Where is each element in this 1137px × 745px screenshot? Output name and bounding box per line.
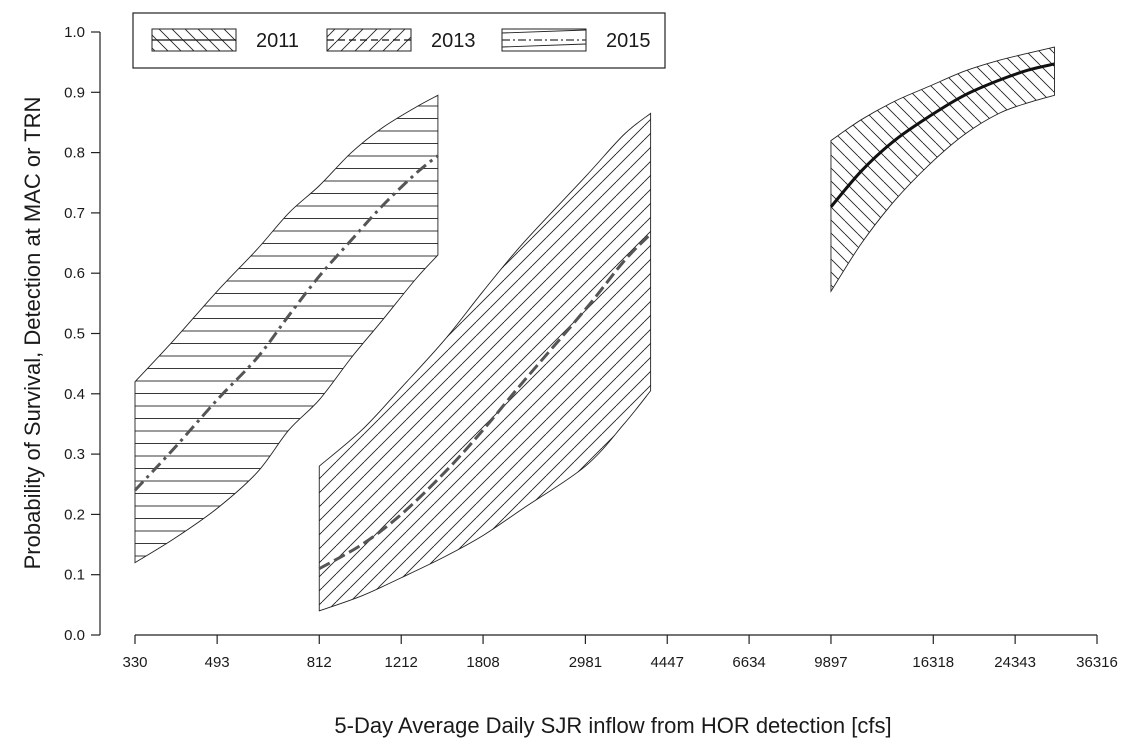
- x-tick-label: 493: [205, 654, 230, 671]
- x-tick-label: 9897: [814, 654, 847, 671]
- x-tick-label: 36316: [1076, 654, 1118, 671]
- x-tick-label: 16318: [912, 654, 954, 671]
- y-axis-title: Probability of Survival, Detection at MA…: [20, 97, 45, 570]
- x-tick-label: 812: [307, 654, 332, 671]
- confidence-band-2013: [318, 112, 652, 612]
- x-tick-label: 1808: [466, 654, 499, 671]
- x-tick-label: 2981: [569, 654, 602, 671]
- x-axis-title: 5-Day Average Daily SJR inflow from HOR …: [334, 713, 891, 738]
- plot-area: [133, 46, 1055, 612]
- axes: 0.0 0.1 0.2 0.3 0.4 0.5 0.6 0.7 0.8 0.9 1.0 330 493 8…: [64, 24, 1118, 671]
- x-tick-label: 24343: [994, 654, 1036, 671]
- y-tick-label: 0.0: [64, 627, 85, 644]
- legend-label-2011: 2011: [256, 30, 299, 52]
- legend: 2011 2013 2015: [132, 12, 666, 69]
- legend-hatch-2015-lower: [501, 43, 587, 48]
- y-tick-label: 0.2: [64, 506, 85, 523]
- y-tick-label: 0.3: [64, 446, 85, 463]
- y-tick-label: 0.5: [64, 326, 85, 343]
- y-tick-label: 0.8: [64, 145, 85, 162]
- y-tick-label: 0.7: [64, 205, 85, 222]
- y-tick-label: 0.4: [64, 386, 85, 403]
- legend-label-2013: 2013: [431, 30, 476, 52]
- confidence-band-2011: [830, 46, 1055, 293]
- legend-hatch-2015-upper: [501, 29, 587, 34]
- x-tick-label: 330: [122, 654, 147, 671]
- y-tick-label: 1.0: [64, 24, 85, 41]
- x-tick-label: 4447: [651, 654, 684, 671]
- estimate-line-2013: [318, 232, 652, 570]
- y-tick-label: 0.9: [64, 84, 85, 101]
- legend-label-2015: 2015: [606, 30, 651, 52]
- x-tick-label: 1212: [385, 654, 418, 671]
- estimate-line-2015: [133, 154, 439, 492]
- y-tick-label: 0.1: [64, 567, 85, 584]
- confidence-band-2015: [134, 94, 439, 564]
- estimate-line-2011: [829, 62, 1055, 208]
- y-tick-label: 0.6: [64, 265, 85, 282]
- x-tick-label: 6634: [732, 654, 765, 671]
